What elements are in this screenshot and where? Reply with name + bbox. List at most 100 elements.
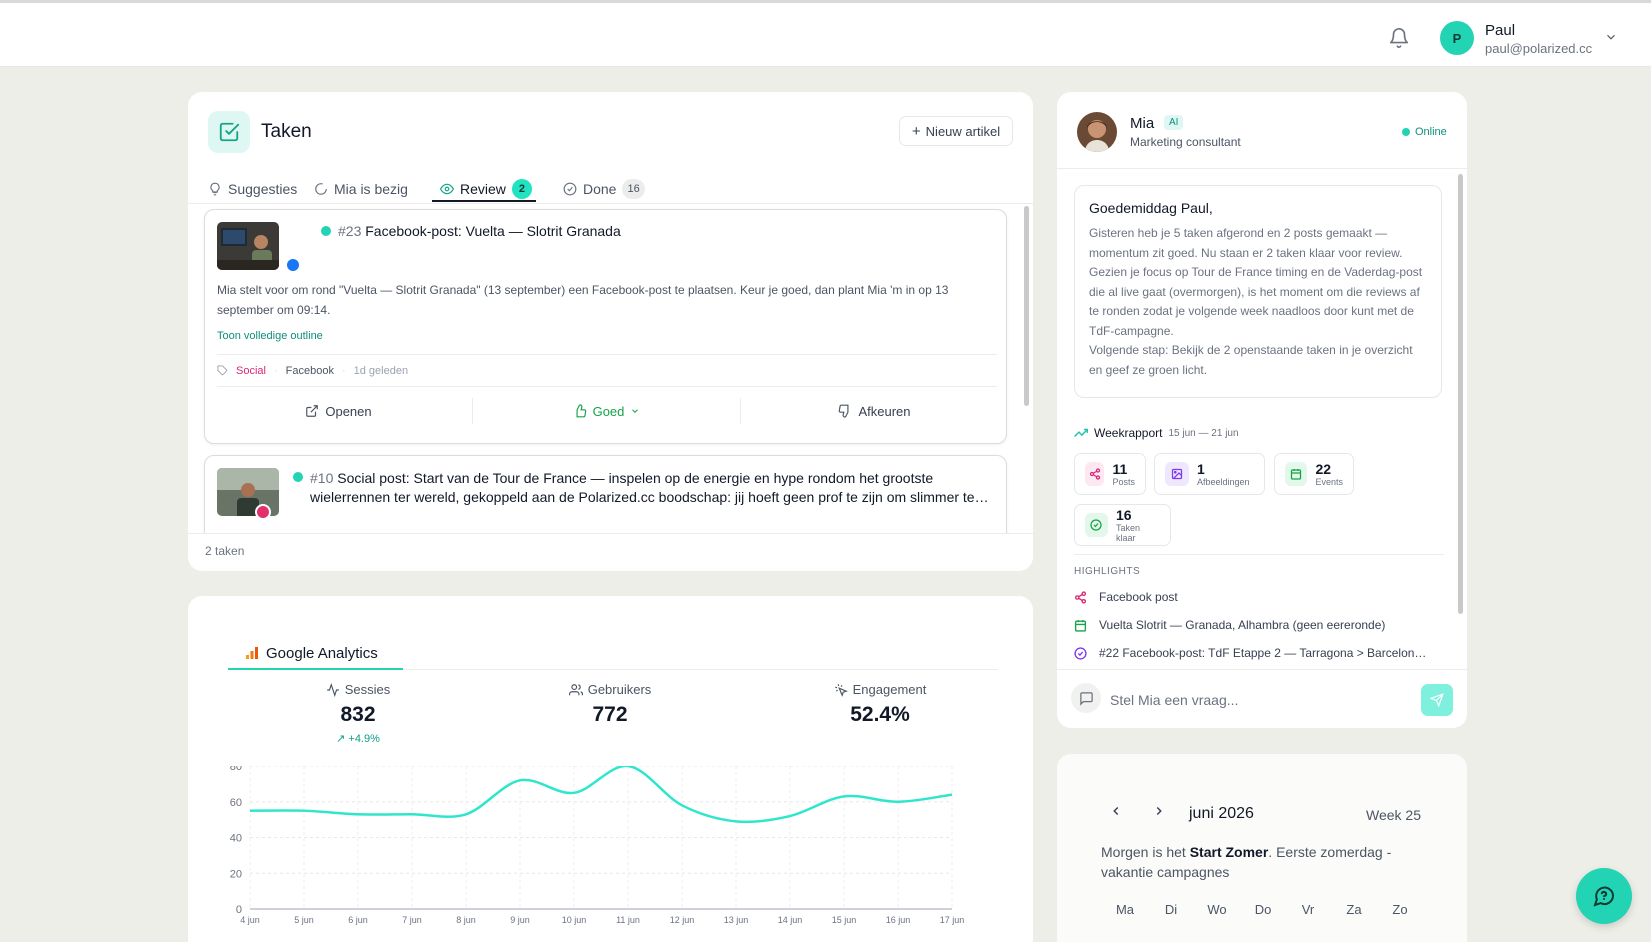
send-button[interactable]	[1421, 684, 1453, 716]
show-outline-link[interactable]: Toon volledige outline	[217, 330, 323, 342]
note-event: Start Zomer	[1189, 844, 1269, 860]
task-list-scrollbar[interactable]	[1024, 206, 1029, 406]
task-card[interactable]: #10 Social post: Start van de Tour de Fr…	[204, 455, 1007, 534]
ask-mia-input[interactable]	[1110, 688, 1400, 712]
highlight-item[interactable]: Facebook post	[1074, 590, 1444, 604]
share-icon	[1085, 462, 1105, 486]
meta-separator: ·	[273, 364, 278, 377]
metric-value: 772	[592, 703, 628, 726]
external-link-icon	[306, 405, 319, 417]
task-title: Social post: Start van de Tour de France…	[310, 470, 989, 505]
x-tick-label: 15 jun	[832, 915, 857, 925]
task-thumbnail	[217, 222, 279, 270]
stat-label: Events	[1315, 476, 1343, 487]
tab-label: Done	[583, 181, 617, 197]
chevron-left-icon[interactable]	[1109, 804, 1123, 818]
tabs-divider	[188, 203, 1033, 204]
x-tick-label: 6 jun	[348, 915, 368, 925]
greeting-next-step: Volgende stap: Bekijk de 2 openstaande t…	[1089, 343, 1413, 377]
x-tick-label: 12 jun	[670, 915, 695, 925]
online-dot	[1402, 128, 1410, 136]
tab-review[interactable]: Review 2	[440, 174, 532, 204]
help-chat-button[interactable]	[1576, 868, 1632, 924]
task-number: #10	[310, 470, 334, 486]
x-tick-label: 4 jun	[240, 915, 260, 925]
reject-button[interactable]: Afkeuren	[741, 388, 1008, 434]
weekday-label: Za	[1346, 902, 1362, 917]
task-tag: Social	[236, 364, 266, 377]
lightbulb-icon	[210, 182, 220, 196]
task-card[interactable]: #23 Facebook-post: Vuelta — Slotrit Gran…	[204, 209, 1007, 444]
x-tick-label: 8 jun	[456, 915, 476, 925]
thumbs-down-icon	[839, 404, 849, 418]
chevron-down-icon	[632, 409, 639, 413]
new-article-button[interactable]: + Nieuw artikel	[899, 116, 1013, 146]
review-count-badge: 2	[511, 179, 532, 199]
task-title-row[interactable]: #23 Facebook-post: Vuelta — Slotrit Gran…	[338, 223, 621, 239]
user-avatar[interactable]: P	[1440, 21, 1474, 55]
calendar-icon	[1074, 619, 1087, 632]
plus-icon: +	[911, 122, 921, 140]
footer-divider	[188, 533, 1033, 534]
open-button[interactable]: Openen	[205, 388, 472, 434]
tasks-card: Taken + Nieuw artikel Suggesties Mia is …	[188, 92, 1033, 571]
user-name[interactable]: Paul	[1485, 22, 1516, 39]
tab-mia-is-bezig[interactable]: Mia is bezig	[314, 174, 408, 204]
highlight-item[interactable]: Vuelta Slotrit — Granada, Alhambra (geen…	[1074, 618, 1444, 632]
greeting-message: Goedemiddag Paul, Gisteren heb je 5 take…	[1074, 185, 1442, 398]
calendar-month: juni 2026	[1189, 805, 1254, 822]
status-dot	[321, 226, 331, 236]
weekrapport-range: 15 jun — 21 jun	[1168, 427, 1239, 439]
thumbs-up-icon	[576, 404, 586, 418]
y-tick-label: 80	[230, 766, 242, 773]
tab-google-analytics[interactable]: Google Analytics	[228, 638, 403, 668]
chevron-down-icon[interactable]	[1604, 30, 1618, 44]
top-bar: P Paul paul@polarized.cc	[0, 0, 1651, 67]
tabs-divider	[228, 669, 998, 670]
tab-label: Mia is bezig	[334, 181, 408, 197]
reject-label: Afkeuren	[858, 403, 911, 419]
approve-button[interactable]: Goed	[472, 398, 741, 424]
metric-label: Sessies	[344, 682, 391, 697]
approve-label: Goed	[592, 403, 625, 419]
highlight-item[interactable]: #22 Facebook-post: TdF Etappe 2 — Tarrag…	[1074, 646, 1444, 660]
tab-suggesties[interactable]: Suggesties	[208, 174, 297, 204]
tab-done[interactable]: Done 16	[563, 174, 645, 204]
x-tick-label: 17 jun	[940, 915, 965, 925]
help-chat-icon	[1593, 886, 1615, 907]
calendar-card: juni 2026 Week 25 Morgen is het Start Zo…	[1057, 754, 1467, 942]
mia-scrollbar[interactable]	[1458, 174, 1463, 614]
task-list[interactable]: #23 Facebook-post: Vuelta — Slotrit Gran…	[188, 204, 1033, 534]
stat-label: Afbeeldingen	[1197, 476, 1250, 487]
trending-up-icon: ↗	[336, 733, 346, 745]
metric-value: 52.4%	[850, 703, 910, 726]
weekday-label: Do	[1254, 902, 1272, 917]
stat-label: Posts	[1112, 476, 1135, 487]
stat-value: 22	[1315, 460, 1332, 477]
new-article-label: Nieuw artikel	[925, 123, 1001, 139]
task-number: #23	[338, 223, 362, 239]
metric-engagement: Engagement 52.4%	[810, 682, 950, 727]
share-icon	[1074, 590, 1087, 604]
facebook-icon	[285, 257, 301, 273]
status-text: Online	[1415, 126, 1447, 138]
x-tick-label: 14 jun	[778, 915, 803, 925]
highlight-text: Facebook post	[1099, 590, 1178, 604]
assistant-role: Marketing consultant	[1130, 135, 1241, 149]
eye-icon	[440, 183, 454, 195]
active-tab-indicator	[432, 200, 536, 202]
active-tab-indicator	[228, 668, 403, 670]
task-title-row[interactable]: #10 Social post: Start van de Tour de Fr…	[310, 469, 990, 507]
x-tick-label: 16 jun	[886, 915, 911, 925]
chevron-right-icon[interactable]	[1152, 804, 1166, 818]
stat-images: 1 Afbeeldingen	[1154, 453, 1265, 495]
task-meta: Social · Facebook · 1d geleden	[217, 354, 997, 387]
check-circle-icon	[1074, 646, 1087, 660]
y-tick-label: 60	[230, 797, 242, 809]
mia-assistant-card: Mia AI Marketing consultant Online Goede…	[1057, 92, 1467, 728]
weekrapport-title: Weekrapport	[1094, 426, 1163, 440]
bell-icon[interactable]	[1388, 27, 1410, 49]
done-count-badge: 16	[622, 179, 645, 199]
metric-value: 832	[340, 703, 376, 726]
metric-sessions: Sessies 832 ↗ +4.9%	[288, 682, 428, 745]
